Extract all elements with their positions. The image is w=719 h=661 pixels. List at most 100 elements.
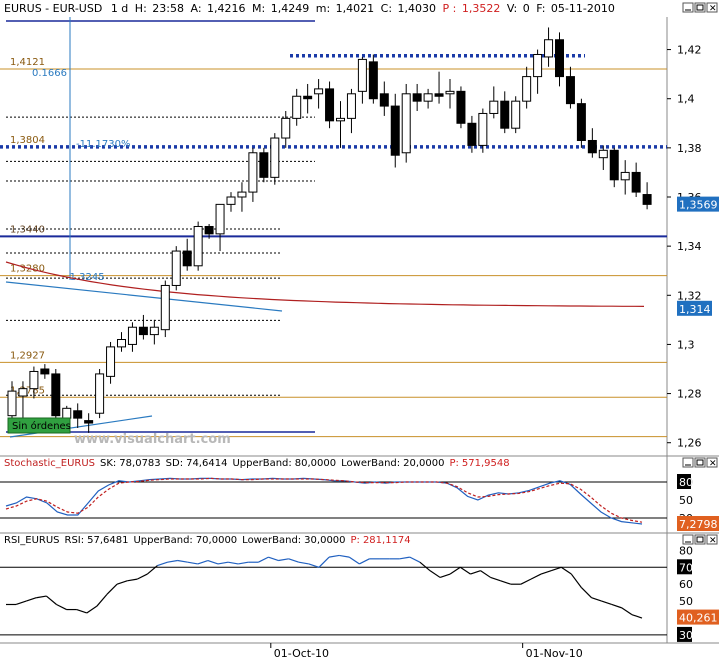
candle [500,91,510,134]
candle-body [127,326,137,345]
stochastic-param-label: SD: [166,458,183,469]
rsi-line-segment [258,556,269,563]
price-panel-controls: ✕ [682,2,718,14]
rsi-line-segment [540,570,552,575]
stochastic-param-label: SK: [100,458,116,469]
rsi-last-label: 40,261 [679,612,718,625]
rsi-line-segment [25,597,37,602]
rsi-line-segment [308,563,320,568]
candle-body [587,139,597,154]
candle [456,86,466,129]
candle-body [478,112,488,146]
maximize-button[interactable] [694,534,706,545]
ma-value-box [677,300,712,316]
candle [73,403,83,428]
maximize-button[interactable] [694,2,706,13]
candle-body [445,90,455,95]
candle [478,108,488,153]
rsi-line-segment [116,580,128,585]
minimize-button[interactable] [682,534,694,545]
p-label: P : [443,2,457,15]
rsi-panel[interactable]: RSI_EURUS RSI: 57,6481 UpperBand: 70,0000 Low… [0,535,719,642]
stochastic-param-label: LowerBand: [341,458,400,469]
candle [631,162,641,197]
candle-body [368,61,378,100]
candle-body [325,88,335,122]
candle [489,86,499,119]
y-tick-label: 1,32 [677,289,702,302]
maximize-button[interactable] [694,457,706,468]
candle-body [642,194,652,205]
rsi-line-segment [76,608,87,614]
level-label: 1,2785 [10,385,45,396]
rsi-header: RSI_EURUS RSI: 57,6481 UpperBand: 70,0000 Low… [4,535,411,546]
candle-body [401,93,411,154]
close-button[interactable] [706,534,718,545]
candle-body [544,39,554,58]
price-panel[interactable]: 1,421,41,381,361,341,321,31,281,261,4121… [0,17,719,450]
candle-body [620,171,630,181]
v-label: V: [507,2,517,15]
rsi-tick-label: 50 [679,595,693,608]
y-tick-label: 1,3 [677,338,695,351]
watermark: www.visualchart.com [74,432,231,447]
candle-body [631,171,641,193]
rsi-line-segment [177,559,188,563]
rsi-param-value: 57,6481 [87,535,128,546]
stochastic-param-value: 20,0000 [403,458,444,469]
candle-body [336,117,345,122]
candle [160,280,170,338]
candle [587,128,597,158]
panel-frames [0,17,719,644]
rsi-line-segment [127,578,138,582]
stochastic-param-value: 571,9548 [462,458,510,469]
candle [368,54,378,104]
rsi-line-segment [238,561,249,565]
close-button[interactable] [706,2,718,13]
candle-body [270,137,280,178]
candle [423,88,433,109]
stoch-last-label: 7,2798 [679,518,718,531]
stochastic-panel[interactable]: Stochastic_EURUS SK: 78,0783 SD: 74,6414 Uppe… [0,458,719,531]
stochastic-param-value: 74,6414 [186,458,227,469]
f-value: 05-11-2010 [551,2,615,15]
stochastic-param-value: 78,0783 [119,458,160,469]
level-label: 1,2927 [10,350,45,361]
close-button[interactable] [706,457,718,468]
candle [314,79,324,109]
rsi-band-box [677,626,692,642]
level-label: 1,4121 [10,57,45,68]
candle [576,98,586,148]
rsi-line-segment [409,556,421,563]
sin-ordenes-badge[interactable]: Sin órdenes [7,417,71,434]
candle [445,79,455,109]
candle-body [576,103,586,141]
candle-body [565,76,575,105]
candle [357,56,367,104]
channel-trend-line [5,281,283,312]
minimize-button[interactable] [682,2,694,13]
maximize-icon [696,459,704,466]
candle-body [149,326,159,336]
interval-label: 1 d [111,2,128,15]
candle-body [29,370,39,390]
candle-body [171,250,181,286]
y-tick-label: 1,42 [677,44,702,57]
candle-body [62,407,72,419]
candle-body [609,149,619,181]
candle-body [511,100,521,129]
stoch-80-label: 80 [679,476,693,489]
minimize-button[interactable] [682,457,694,468]
rsi-line-segment [146,565,158,575]
rsi-line-segment [490,576,501,582]
rsi-line-segment [601,600,612,606]
rsi-line-segment [530,573,542,580]
stochastic-param-label: UpperBand: [232,458,291,469]
stochastic-param-label: P: [449,458,458,469]
candle [390,93,400,168]
candle-body [423,93,433,102]
rsi-line-segment [207,559,219,565]
rsi-line-segment [339,554,350,558]
